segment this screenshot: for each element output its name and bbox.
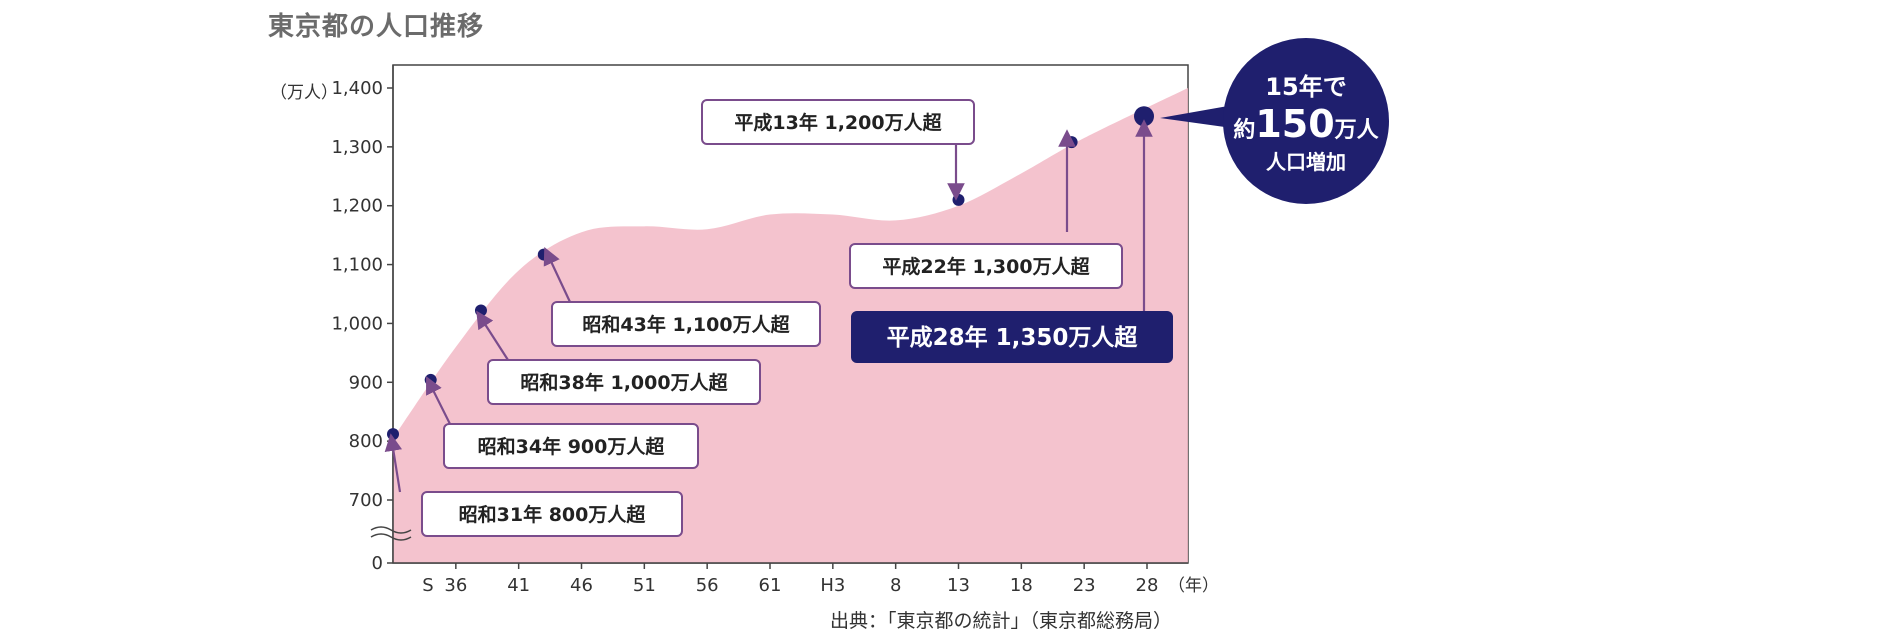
data-point: [952, 193, 965, 206]
annotation-box: [487, 359, 761, 405]
annotation-label: 平成22年 1,300万人超: [882, 255, 1090, 278]
axis-break-mark: [370, 533, 412, 541]
bubble-pointer: [1160, 106, 1232, 128]
chart-title: 東京都の人口推移: [268, 12, 485, 42]
data-point: [387, 428, 399, 441]
annotation-label: 昭和31年 800万人超: [459, 503, 647, 526]
annotation-arrow: [426, 376, 451, 425]
annotation-box: [421, 491, 683, 537]
bubble-line-2: 約150万人: [1233, 102, 1378, 146]
annotation-box: [851, 311, 1173, 363]
bubble-line-2b: 150: [1255, 102, 1334, 146]
x-tick-label: 18: [1010, 575, 1033, 596]
y-tick-label: 700: [349, 490, 383, 511]
annotation-arrow: [476, 310, 509, 361]
annotation-label: 平成13年 1,200万人超: [734, 111, 942, 134]
annotation-box: [443, 423, 699, 469]
x-tick-label: 41: [507, 575, 530, 596]
y-tick-label: 0: [372, 553, 383, 574]
annotation-box: [849, 243, 1123, 289]
x-tick-label: 61: [759, 575, 782, 596]
x-tick-label: 28: [1136, 575, 1159, 596]
y-tick-label: 900: [349, 372, 383, 393]
axis-break-mark: [370, 526, 412, 534]
x-tick-label: 46: [570, 575, 593, 596]
bubble-line-2c: 万人: [1334, 118, 1379, 143]
data-point: [474, 304, 487, 317]
x-tick-label: H3: [820, 575, 845, 596]
y-tick-label: 1,300: [331, 137, 383, 158]
annotation-label: 昭和38年 1,000万人超: [520, 371, 728, 394]
x-tick-label: 13: [947, 575, 970, 596]
y-tick-label: 1,200: [331, 196, 383, 217]
y-tick-label: 1,100: [331, 255, 383, 276]
bubble-line-1: 15年で: [1265, 73, 1346, 101]
source-note: 出典：「東京都の統計」（東京都総務局）: [830, 610, 1173, 632]
annotation-arrow: [384, 433, 403, 493]
y-tick-label: 800: [349, 431, 383, 452]
bubble-line-3: 人口増加: [1266, 150, 1346, 174]
callout-bubble: [1223, 38, 1389, 204]
x-axis-unit: （年）: [1168, 576, 1219, 596]
data-point: [1134, 106, 1154, 127]
y-tick-label: 1,400: [331, 78, 383, 99]
annotation-box: [551, 301, 821, 347]
x-tick-label: 56: [696, 575, 719, 596]
annotation-arrow: [543, 247, 571, 303]
x-tick-label: 36: [444, 575, 467, 596]
x-tick-label: 23: [1073, 575, 1096, 596]
annotation-box: [701, 99, 975, 145]
x-tick-label: S: [422, 575, 433, 596]
x-tick-label: 51: [633, 575, 656, 596]
y-axis-unit: （万人）: [270, 83, 338, 103]
x-tick-label: 8: [890, 575, 901, 596]
annotation-label: 平成28年 1,350万人超: [887, 324, 1139, 351]
annotation-label: 昭和43年 1,100万人超: [582, 313, 790, 336]
annotation-label: 昭和34年 900万人超: [478, 435, 666, 458]
data-point: [537, 248, 550, 261]
bubble-line-2a: 約: [1233, 117, 1255, 143]
y-tick-label: 1,000: [331, 313, 383, 334]
